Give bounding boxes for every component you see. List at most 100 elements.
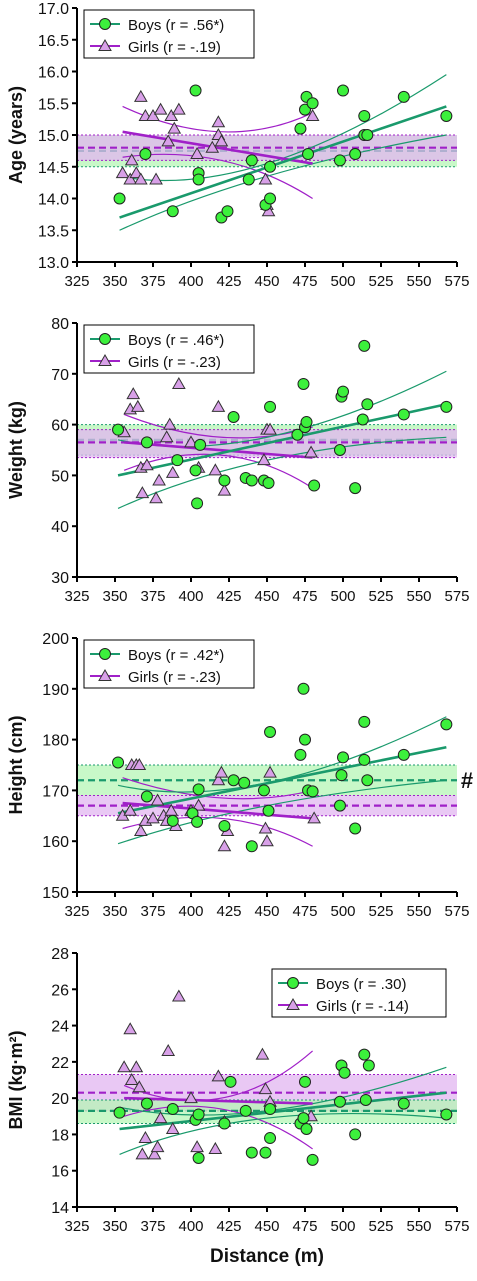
legend-box [271, 968, 447, 1018]
boys-point [306, 785, 319, 798]
boys-point [333, 799, 346, 812]
x-tick-label: 525 [368, 1218, 393, 1235]
boys-point [333, 1095, 346, 1108]
boys-point [358, 715, 371, 728]
girls-point [149, 172, 163, 185]
boys-point [264, 725, 277, 738]
x-tick-label: 550 [406, 903, 431, 920]
girls-point [190, 147, 204, 160]
boys-point [397, 408, 410, 421]
boys-point [192, 783, 205, 796]
girls-point [161, 134, 176, 147]
girls-point [184, 435, 198, 448]
girls-point [132, 1080, 147, 1093]
y-axis-label: Weight (kg) [6, 401, 26, 499]
boys-point [337, 751, 349, 764]
girls-point [115, 166, 130, 179]
girls-point [123, 803, 138, 816]
girls-point [159, 430, 174, 443]
boys-point [358, 109, 371, 122]
girls-point [211, 773, 226, 786]
boys-point [262, 804, 275, 817]
y-tick-label: 70 [51, 367, 69, 384]
plot-area [77, 682, 457, 853]
girls-point [258, 821, 273, 834]
boys-point [245, 154, 258, 167]
y-tick-label: 18 [51, 1127, 69, 1144]
girls-point [165, 1121, 180, 1134]
boys-fit-line [119, 1091, 447, 1131]
boys-point [440, 718, 453, 731]
boys-point [166, 814, 179, 827]
chart-panel-1: 13.0 13.5 14.0 14.5 15.0 15.5 16.0 16.5 17.0 325 3… [6, 1, 470, 290]
y-tick-label: 16.5 [38, 33, 69, 50]
boys-point [194, 438, 207, 451]
y-tick-label: 150 [42, 885, 69, 902]
x-tick-label: 325 [64, 1218, 89, 1235]
x-tick-label: 575 [444, 273, 469, 290]
girls-ci-lower [123, 1105, 313, 1150]
girls-point [217, 839, 232, 852]
y-tick-label: 24 [51, 1019, 69, 1036]
boys-point [227, 774, 240, 787]
girls-point [135, 486, 150, 499]
girls-point [211, 1069, 226, 1082]
girls-point [138, 1131, 153, 1144]
girls-point [150, 793, 165, 806]
girls-point [162, 417, 177, 430]
girls-point [146, 108, 160, 121]
girls-point [214, 765, 229, 778]
plot-area [77, 339, 457, 510]
girls-point [133, 89, 148, 102]
y-tick-label: 15.0 [38, 128, 69, 145]
x-tick-label: 400 [178, 1218, 203, 1235]
boys-point [349, 1128, 362, 1141]
girls-point [152, 473, 166, 486]
x-tick-label: 525 [368, 273, 393, 290]
boys-point [257, 784, 270, 797]
boys-point [308, 479, 321, 492]
girls-point [171, 376, 186, 389]
boys-point [242, 173, 255, 186]
y-tick-label: 190 [42, 682, 69, 699]
girls-point [255, 1047, 270, 1060]
boys-point [189, 84, 202, 97]
y-tick-label: 14 [51, 1200, 69, 1217]
boys-point [166, 205, 179, 218]
y-tick-label: 200 [42, 631, 69, 648]
x-tick-label: 450 [254, 1218, 279, 1235]
x-tick-label: 550 [406, 1218, 431, 1235]
x-tick-label: 325 [64, 273, 89, 290]
boys-point [192, 1152, 205, 1165]
boys-point [361, 398, 374, 411]
x-tick-label: 475 [292, 273, 317, 290]
x-tick-label: 350 [102, 1218, 127, 1235]
girls-ci-upper [122, 777, 313, 800]
girls-point [211, 399, 226, 412]
legend-girls-label: Girls (r = -.23) [128, 354, 221, 371]
girls-point [117, 1060, 131, 1073]
x-tick-label: 375 [140, 903, 165, 920]
boys-point [262, 477, 275, 490]
y-tick-label: 80 [51, 316, 69, 333]
boys-point [349, 482, 362, 495]
boys-point [218, 819, 231, 832]
boys-point [297, 1112, 310, 1125]
boys-point [333, 444, 346, 456]
girls-point [123, 1022, 138, 1035]
x-tick-label: 525 [368, 588, 393, 605]
boys-point [349, 822, 362, 835]
legend-boys-marker [287, 977, 299, 989]
y-axis-label: BMI (kg·m²) [6, 1031, 26, 1130]
boys-point [333, 154, 346, 167]
boys-point [397, 1097, 410, 1110]
boys-point [224, 1075, 237, 1088]
y-tick-label: 60 [51, 418, 69, 435]
y-tick-label: 26 [51, 982, 69, 999]
legend-girls-marker [98, 668, 112, 681]
x-tick-label: 550 [406, 273, 431, 290]
girls-point [135, 1147, 150, 1160]
x-tick-label: 450 [254, 903, 279, 920]
y-tick-label: 180 [42, 733, 69, 750]
legend-box [83, 639, 255, 689]
